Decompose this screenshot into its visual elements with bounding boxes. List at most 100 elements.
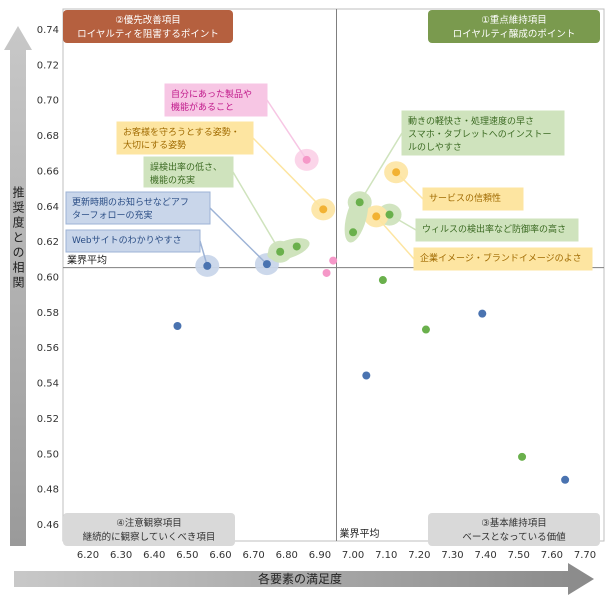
y-tick-label: 0.46 (37, 520, 59, 531)
callout-label: 動きの軽快さ・処理速度の早さ (408, 115, 534, 127)
quadrant-title: ③基本維持項目 (481, 517, 547, 529)
x-axis-title: 各要素の満足度 (258, 571, 342, 586)
data-point (421, 325, 430, 334)
callout-box (422, 187, 524, 211)
quadrant-badge-top-right (428, 10, 600, 43)
data-point (292, 242, 301, 251)
callout-label: スマホ・タブレットへのインストー (408, 128, 552, 140)
data-point (173, 322, 182, 330)
data-point (378, 276, 387, 285)
data-point (329, 256, 338, 265)
callout-box (65, 229, 201, 253)
x-tick-label: 6.60 (209, 550, 231, 561)
callout-box (415, 218, 579, 242)
callout-leader (252, 137, 324, 210)
y-tick-label: 0.54 (37, 379, 59, 390)
callout-label: 機能の充実 (150, 174, 195, 186)
plot-area (62, 8, 605, 542)
x-axis-arrow (14, 563, 594, 595)
callout-label: 誤検出率の低さ、 (150, 161, 222, 173)
x-tick-label: 7.00 (342, 550, 364, 561)
callout-box (164, 83, 268, 117)
y-tick-label: 0.74 (37, 25, 59, 36)
data-point (372, 212, 381, 221)
data-point (518, 452, 527, 461)
y-axis-arrow (4, 26, 32, 546)
quadrant-subtitle: ベースとなっている価値 (462, 531, 566, 543)
x-tick-label: 6.30 (110, 550, 132, 561)
callout-label: Webサイトのわかりやすさ (72, 235, 182, 246)
data-point (203, 261, 212, 270)
x-tick-label: 6.70 (243, 550, 265, 561)
y-tick-label: 0.66 (37, 166, 59, 177)
data-point (385, 210, 394, 219)
x-tick-label: 7.40 (474, 550, 496, 561)
callout-label: 大切にする姿勢 (123, 139, 186, 151)
industry-average-h-label: 業界平均 (67, 254, 107, 267)
callout-label: ルのしやすさ (408, 142, 462, 153)
x-tick-label: 7.70 (574, 550, 596, 561)
callout-label: 更新時期のお知らせなどアフ (72, 196, 189, 208)
data-point (349, 228, 358, 237)
y-tick-label: 0.48 (37, 485, 59, 496)
callout-label: サービスの信頼性 (429, 192, 501, 204)
quadrant-title: ④注意観察項目 (116, 517, 182, 529)
x-tick-label: 6.90 (309, 550, 331, 561)
data-point (362, 371, 371, 380)
y-tick-label: 0.72 (37, 60, 59, 71)
y-tick-label: 0.62 (37, 237, 59, 248)
x-tick-label: 6.80 (276, 550, 298, 561)
data-point (322, 268, 331, 277)
y-tick-label: 0.64 (37, 202, 59, 213)
data-point (302, 155, 311, 164)
data-point (478, 309, 487, 318)
industry-average-v-label: 業界平均 (340, 527, 380, 540)
callout-label: お客様を守ろうとする姿勢・ (123, 126, 240, 138)
callout-leader (199, 240, 208, 267)
callout-leader (266, 99, 308, 161)
x-tick-label: 7.10 (375, 550, 397, 561)
y-tick-label: 0.68 (37, 131, 59, 142)
data-point (561, 475, 570, 484)
quadrant-subtitle: ロイヤルティ醸成のポイント (453, 28, 576, 40)
y-axis-title: 推奨度との相関 (11, 186, 25, 291)
data-point (355, 198, 364, 207)
callout-leader (389, 213, 417, 231)
y-tick-label: 0.50 (37, 449, 59, 460)
quadrant-badge-top-left (63, 10, 233, 43)
callout-label: 企業イメージ・ブランドイメージのよさ (420, 252, 582, 264)
quadrant-subtitle: ロイヤルティを阻害するポイント (77, 28, 219, 40)
x-tick-label: 6.50 (176, 550, 198, 561)
y-tick-label: 0.52 (37, 414, 59, 425)
x-tick-label: 6.20 (77, 550, 99, 561)
callout-leader (232, 171, 281, 253)
x-tick-label: 7.60 (541, 550, 563, 561)
callout-leader (359, 132, 403, 203)
callout-leader (395, 171, 424, 200)
data-point (392, 168, 401, 177)
y-tick-label: 0.70 (37, 96, 59, 107)
x-tick-label: 7.50 (508, 550, 530, 561)
quadrant-title: ②優先改善項目 (115, 14, 181, 26)
callout-box (413, 247, 593, 271)
x-tick-label: 7.20 (408, 550, 430, 561)
callout-leader (209, 207, 268, 265)
callout-leader (375, 215, 415, 260)
quadrant-subtitle: 継続的に観察していくべき項目 (83, 531, 216, 543)
callout-box (143, 156, 234, 188)
callout-label: 機能があること (171, 101, 234, 113)
y-tick-label: 0.58 (37, 308, 59, 319)
x-tick-label: 6.40 (143, 550, 165, 561)
callout-label: ターフォローの充実 (72, 209, 152, 221)
quadrant-badge-bottom-right (428, 513, 600, 546)
data-point (276, 247, 285, 256)
quadrant-title: ①重点維持項目 (481, 14, 547, 26)
data-point (262, 260, 271, 269)
callout-label: 自分にあった製品や (171, 88, 252, 100)
data-point (319, 205, 328, 214)
callout-label: ウィルスの検出率など防御率の高さ (422, 223, 566, 235)
y-tick-label: 0.60 (37, 273, 59, 284)
callout-box (116, 121, 254, 155)
quadrant-badge-bottom-left (63, 513, 235, 546)
